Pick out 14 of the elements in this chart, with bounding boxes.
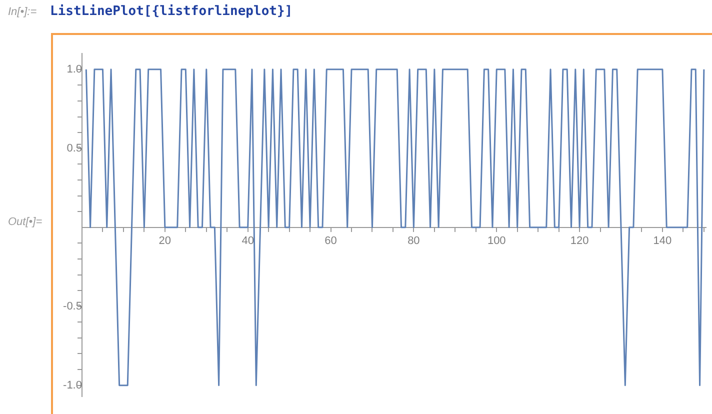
text: Out[•]= — [8, 216, 42, 228]
x-tick-label: 20 — [158, 235, 172, 247]
x-tick-label: 120 — [570, 235, 589, 247]
x-tick-label: 100 — [487, 235, 506, 247]
y-tick-label: -0.5 — [63, 300, 82, 312]
text: In[•]:= — [8, 6, 37, 18]
x-tick-label: 40 — [242, 235, 254, 247]
x-tick-label: 60 — [324, 235, 337, 247]
x-tick-label: 140 — [653, 235, 672, 247]
y-tick-label: -1.0 — [63, 379, 82, 392]
y-tick-label: 0.5 — [66, 142, 82, 154]
y-tick-label: 1.0 — [66, 63, 82, 76]
text: ListLinePlot[{listforlineplot}] — [50, 4, 293, 19]
x-tick-label: 80 — [408, 235, 420, 247]
